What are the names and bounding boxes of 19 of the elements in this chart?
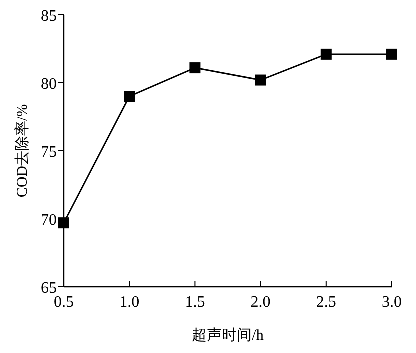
x-axis-title: 超声时间/h: [192, 327, 264, 344]
y-tick-label: 65: [41, 280, 57, 297]
point: [255, 74, 266, 86]
x-tick-label: 3.0: [382, 294, 402, 311]
point: [124, 91, 136, 102]
y-axis-title: COD去除率/%: [14, 104, 31, 198]
y-tick-label: 70: [41, 212, 57, 229]
x-tick-label: 2.0: [250, 294, 271, 311]
x-tick-label: 1.0: [120, 294, 140, 311]
y-tick-label: 85: [41, 8, 57, 25]
point: [190, 62, 201, 74]
y-tick-label: 75: [41, 144, 57, 161]
point: [320, 48, 332, 60]
point: [386, 48, 398, 60]
y-tick-label: 80: [41, 76, 57, 93]
point: [58, 218, 70, 229]
x-tick-label: 1.5: [185, 294, 206, 311]
x-tick-label: 2.5: [316, 294, 336, 311]
x-tick-label: 0.5: [54, 294, 74, 311]
